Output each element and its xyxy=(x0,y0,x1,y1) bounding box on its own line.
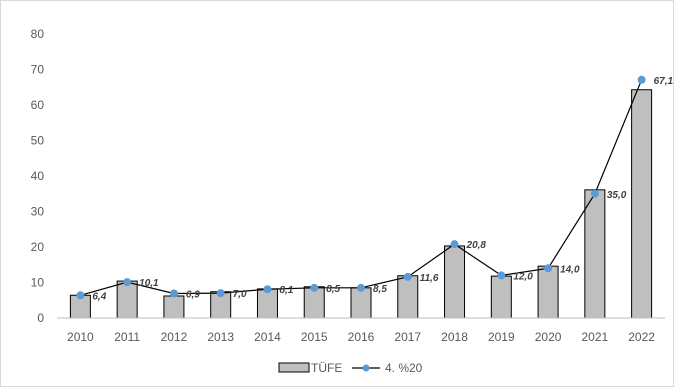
data-label: 14,0 xyxy=(560,264,580,275)
y-axis-ticks: 0 10 20 30 40 50 60 70 80 xyxy=(31,27,45,325)
bar xyxy=(163,295,185,319)
data-label: 35,0 xyxy=(607,190,627,201)
bar xyxy=(350,287,372,319)
line-point xyxy=(637,75,646,84)
bar xyxy=(256,288,278,319)
data-label: 6,4 xyxy=(92,291,106,302)
data-label: 12,0 xyxy=(513,271,533,282)
line-point xyxy=(310,283,319,292)
y-tick-label: 20 xyxy=(31,240,45,254)
x-tick-label: 2015 xyxy=(301,330,328,344)
data-label: 10,1 xyxy=(139,278,159,289)
line-point xyxy=(544,264,553,273)
line-point xyxy=(123,278,132,287)
bar xyxy=(444,245,466,319)
data-label: 7,0 xyxy=(233,289,247,300)
x-tick-label: 2017 xyxy=(394,330,421,344)
x-tick-label: 2016 xyxy=(348,330,375,344)
x-tick-label: 2010 xyxy=(67,330,94,344)
line-point xyxy=(497,271,506,280)
x-tick-label: 2012 xyxy=(161,330,188,344)
x-tick-label: 2022 xyxy=(628,330,655,344)
y-tick-label: 30 xyxy=(31,205,45,219)
line-point xyxy=(357,283,365,292)
line-point xyxy=(263,285,272,294)
bar xyxy=(490,275,512,319)
y-tick-label: 40 xyxy=(31,169,45,183)
bar xyxy=(537,265,559,319)
line-point xyxy=(590,189,599,198)
x-tick-label: 2018 xyxy=(441,330,468,344)
data-label: 11,6 xyxy=(420,273,439,284)
line-point xyxy=(169,289,178,298)
data-label: 8,5 xyxy=(373,284,387,295)
data-labels: 6,4 10,1 6,9 7,0 8,1 8,5 8,5 11,6 20,8 12,0 14,0 35… xyxy=(92,76,673,302)
line-point xyxy=(76,291,85,300)
x-axis-ticks: 2010 2011 2012 2013 2014 2015 2016 2017 2018 2019… xyxy=(67,330,655,344)
y-tick-label: 70 xyxy=(31,63,45,77)
bar xyxy=(631,89,653,319)
legend-line-label: 4. %20 xyxy=(385,361,423,375)
data-label: 6,9 xyxy=(186,290,200,301)
y-tick-label: 80 xyxy=(31,27,45,41)
legend-bar-swatch xyxy=(278,362,310,373)
y-tick-label: 60 xyxy=(31,98,45,112)
x-tick-label: 2014 xyxy=(254,330,281,344)
line-point xyxy=(403,272,412,281)
bar xyxy=(397,275,419,319)
data-label: 67,1 xyxy=(654,76,674,87)
bar xyxy=(584,189,606,319)
x-tick-label: 2021 xyxy=(581,330,608,344)
y-tick-label: 50 xyxy=(31,134,45,148)
line-markers xyxy=(76,75,646,300)
x-tick-label: 2013 xyxy=(207,330,234,344)
data-label: 8,5 xyxy=(326,284,340,295)
x-tick-label: 2020 xyxy=(535,330,562,344)
legend: TÜFE 4. %20 xyxy=(278,361,423,375)
data-label: 20,8 xyxy=(466,240,487,251)
y-tick-label: 10 xyxy=(31,276,45,290)
data-label: 8,1 xyxy=(279,285,293,296)
x-tick-label: 2011 xyxy=(114,330,140,344)
bar xyxy=(116,280,138,319)
line-point xyxy=(216,289,225,298)
legend-bar-label: TÜFE xyxy=(311,361,342,375)
line-point xyxy=(450,240,459,249)
legend-line-marker xyxy=(362,364,370,372)
y-tick-label: 0 xyxy=(37,311,44,325)
x-tick-label: 2019 xyxy=(488,330,515,344)
